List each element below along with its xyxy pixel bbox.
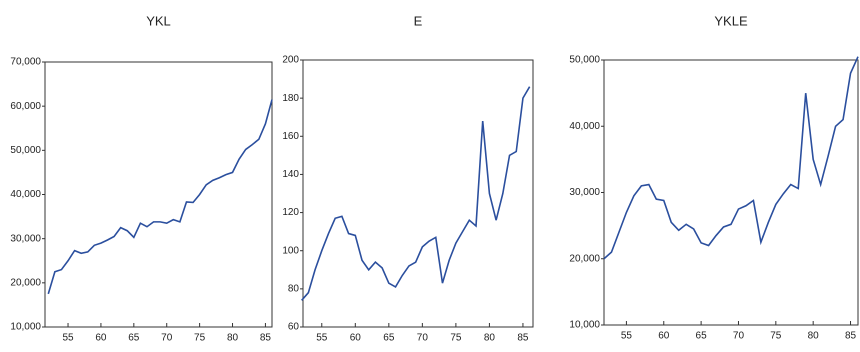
y-tick-label: 160 (282, 131, 299, 142)
y-tick-label: 200 (282, 55, 299, 66)
y-tick-label: 120 (282, 207, 299, 218)
y-tick-label: 10,000 (10, 322, 41, 333)
data-line (47, 99, 273, 295)
y-tick-label: 50,000 (10, 145, 41, 156)
x-tick-label: 70 (733, 331, 745, 342)
x-tick-label: 60 (95, 333, 107, 344)
x-tick-label: 60 (350, 333, 362, 344)
x-tick-label: 75 (194, 333, 206, 344)
chart-title: YKL (146, 13, 171, 28)
x-tick-label: 65 (696, 331, 708, 342)
y-tick-label: 10,000 (569, 320, 600, 331)
plot-frame (44, 61, 273, 328)
x-tick-label: 80 (484, 333, 496, 344)
x-tick-label: 70 (417, 333, 429, 344)
x-tick-label: 65 (128, 333, 140, 344)
x-tick-label: 55 (621, 331, 633, 342)
y-tick-label: 50,000 (569, 55, 600, 66)
y-tick-label: 70,000 (10, 57, 41, 68)
y-tick-label: 20,000 (10, 277, 41, 288)
x-tick-label: 70 (161, 333, 173, 344)
data-line (301, 86, 531, 301)
y-tick-label: 30,000 (10, 233, 41, 244)
x-tick-label: 55 (316, 333, 328, 344)
y-tick-label: 40,000 (569, 121, 600, 132)
y-tick-label: 100 (282, 245, 299, 256)
x-tick-label: 60 (658, 331, 670, 342)
x-tick-label: 65 (383, 333, 395, 344)
x-tick-label: 80 (227, 333, 239, 344)
x-tick-label: 75 (450, 333, 462, 344)
y-tick-label: 60,000 (10, 101, 41, 112)
x-tick-label: 80 (808, 331, 820, 342)
chart-title: E (414, 13, 423, 28)
y-tick-label: 40,000 (10, 189, 41, 200)
y-tick-label: 80 (288, 283, 300, 294)
y-tick-label: 60 (288, 322, 300, 333)
x-tick-label: 85 (517, 333, 529, 344)
x-tick-label: 75 (770, 331, 782, 342)
x-tick-label: 55 (62, 333, 74, 344)
x-tick-label: 85 (845, 331, 857, 342)
chart-title: YKLE (714, 13, 748, 28)
x-tick-label: 85 (260, 333, 272, 344)
y-tick-label: 140 (282, 169, 299, 180)
y-tick-label: 30,000 (569, 187, 600, 198)
plot-frame (603, 59, 859, 326)
plot-frame (302, 59, 534, 328)
y-tick-label: 180 (282, 93, 299, 104)
data-line (603, 56, 859, 260)
y-tick-label: 20,000 (569, 253, 600, 264)
